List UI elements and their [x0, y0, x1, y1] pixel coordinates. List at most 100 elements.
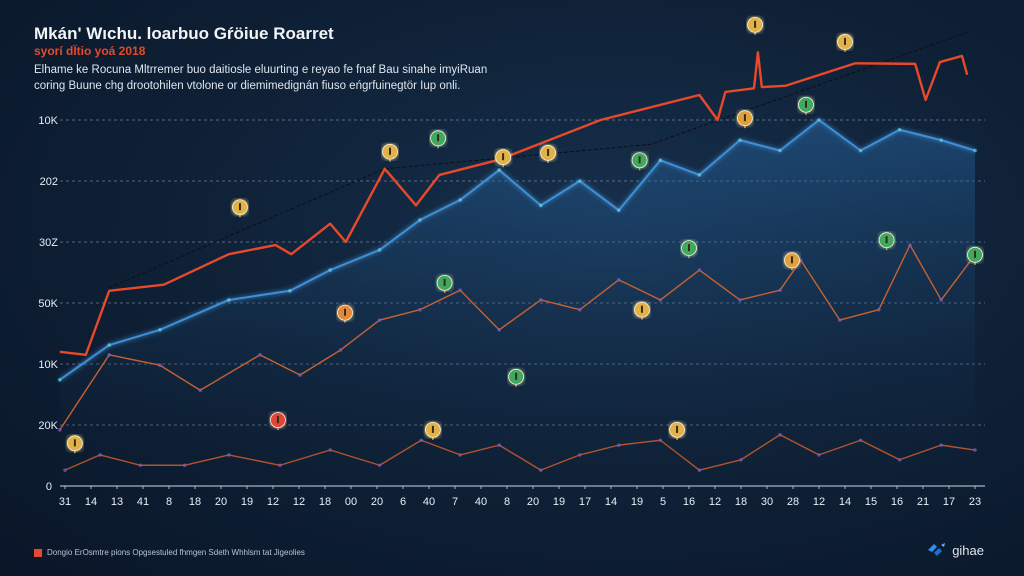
x-tick-label: 12: [293, 496, 305, 508]
x-tick-label: 20: [215, 496, 227, 508]
x-tick-label: 12: [709, 496, 721, 508]
series-line-trend: [109, 31, 970, 289]
data-point: [58, 428, 62, 432]
data-point: [738, 138, 742, 142]
pin-glyph: [885, 236, 888, 244]
data-point: [799, 258, 803, 263]
data-point: [539, 468, 543, 472]
y-tick-label: 10K: [38, 115, 58, 127]
x-tick-label: 21: [917, 496, 929, 508]
pin-glyph: [638, 156, 641, 164]
pin-glyph: [276, 416, 279, 424]
x-tick-label: 00: [345, 496, 357, 508]
data-point: [158, 363, 162, 368]
pin-marker-icon: [436, 274, 453, 293]
pin-glyph: [974, 250, 976, 258]
pin-marker-icon: [747, 16, 763, 35]
x-tick-label: 19: [553, 496, 565, 508]
data-point: [539, 298, 543, 302]
data-point: [738, 298, 742, 302]
data-point: [778, 148, 782, 153]
pin-marker-icon: [798, 96, 814, 115]
pin-glyph: [547, 148, 550, 156]
x-tick-label: 19: [631, 496, 643, 508]
data-point: [658, 158, 663, 163]
data-point: [227, 298, 231, 302]
x-tick-label: 20: [371, 496, 383, 508]
pin-glyph: [344, 308, 347, 316]
data-point: [138, 463, 143, 468]
data-point: [458, 453, 463, 457]
pin-glyph: [389, 147, 391, 155]
series-line-red: [59, 51, 969, 357]
pin-glyph: [754, 20, 757, 28]
data-point: [98, 453, 102, 457]
pin-glyph: [640, 305, 643, 313]
data-point: [258, 353, 262, 357]
data-point: [897, 457, 902, 462]
data-point: [877, 307, 881, 312]
data-point: [377, 318, 382, 322]
x-tick-label: 14: [85, 496, 97, 508]
legend-label: Dongio ErOsmtre pions Opgsestuled fhmgen…: [47, 548, 305, 557]
x-tick-label: 8: [504, 496, 510, 508]
series-area-blue: [59, 120, 976, 486]
data-point: [617, 278, 621, 282]
description-line: coring Buune chg drootohilen vtolone or …: [34, 80, 461, 92]
y-tick-label: 10K: [38, 359, 58, 371]
x-tick-label: 17: [943, 496, 955, 508]
x-tick-label: 40: [475, 496, 487, 508]
x-tick-label: 40: [423, 496, 435, 508]
pin-glyph: [790, 256, 793, 264]
data-point: [182, 463, 187, 468]
pin-marker-icon: [737, 110, 753, 129]
data-point: [497, 328, 502, 332]
pin-marker-icon: [878, 232, 895, 251]
pin-marker-icon: [967, 246, 983, 265]
x-tick-label: 31: [59, 496, 71, 508]
y-tick-label: 30Z: [39, 237, 58, 249]
series-line-blue: [59, 119, 976, 381]
legend: Dongio ErOsmtre pions Opgsestuled fhmgen…: [34, 548, 305, 557]
data-point: [418, 307, 422, 312]
data-point: [697, 173, 702, 177]
data-point: [458, 288, 463, 292]
pin-glyph: [844, 37, 846, 45]
pin-glyph: [431, 425, 434, 433]
pin-marker-icon: [430, 130, 447, 149]
data-point: [897, 127, 902, 132]
pin-marker-icon: [631, 152, 648, 171]
pin-marker-icon: [382, 143, 398, 162]
data-point: [858, 148, 863, 153]
data-point: [458, 198, 463, 202]
y-tick-label: 0: [46, 481, 52, 493]
x-tick-label: 12: [267, 496, 279, 508]
pin-marker-icon: [66, 435, 83, 454]
x-tick-label: 16: [891, 496, 903, 508]
data-point: [778, 432, 782, 437]
x-tick-label: 41: [137, 496, 149, 508]
data-point: [697, 468, 702, 472]
series-line-orange-mid: [59, 244, 976, 431]
brand-logo: gihae: [926, 541, 984, 559]
data-point: [328, 448, 333, 452]
chart-description: Elhame ke Rocuna Mltrremer buo daitiosle…: [34, 62, 554, 94]
pin-marker-icon: [495, 149, 512, 168]
data-point: [973, 448, 977, 452]
data-point: [497, 443, 502, 447]
pin-marker-icon: [508, 368, 524, 387]
pin-glyph: [743, 114, 746, 122]
data-point: [658, 438, 663, 443]
data-point: [419, 438, 424, 443]
description-line: Elhame ke Rocuna Mltrremer buo daitiosle…: [34, 64, 488, 76]
data-point: [838, 318, 842, 322]
y-tick-label: 20K: [38, 420, 58, 432]
data-point: [328, 268, 333, 272]
data-point: [973, 148, 977, 153]
pin-marker-icon: [424, 421, 441, 440]
data-point: [198, 388, 202, 393]
data-point: [817, 453, 821, 457]
pin-marker-icon: [540, 145, 556, 163]
data-point: [58, 378, 62, 382]
